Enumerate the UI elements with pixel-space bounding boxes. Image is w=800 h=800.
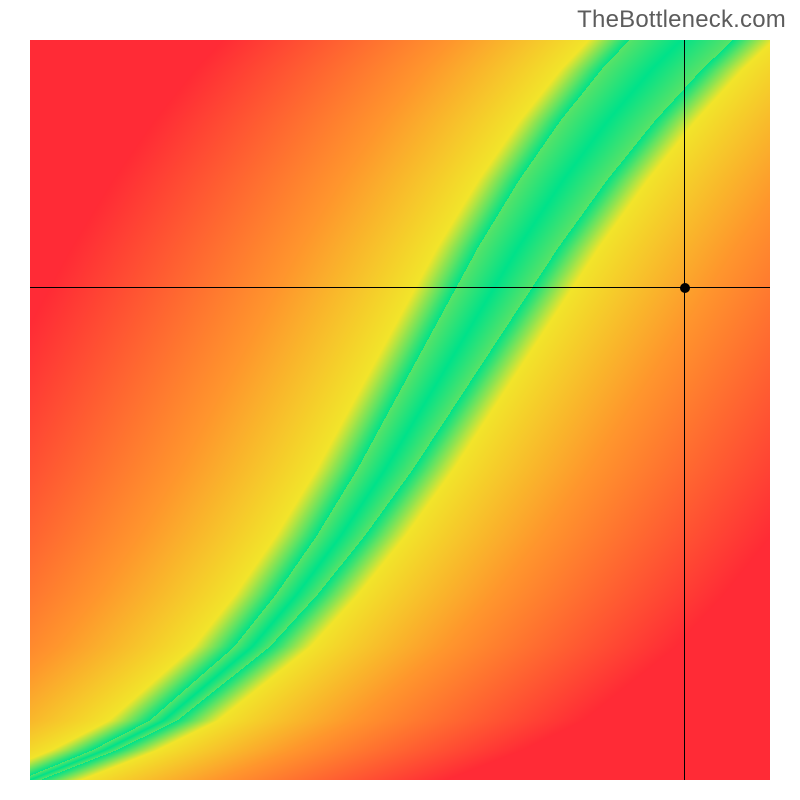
plot-area xyxy=(30,40,770,780)
watermark-label: TheBottleneck.com xyxy=(577,6,786,34)
chart-container: TheBottleneck.com xyxy=(0,0,800,800)
bottleneck-heatmap xyxy=(30,40,770,780)
